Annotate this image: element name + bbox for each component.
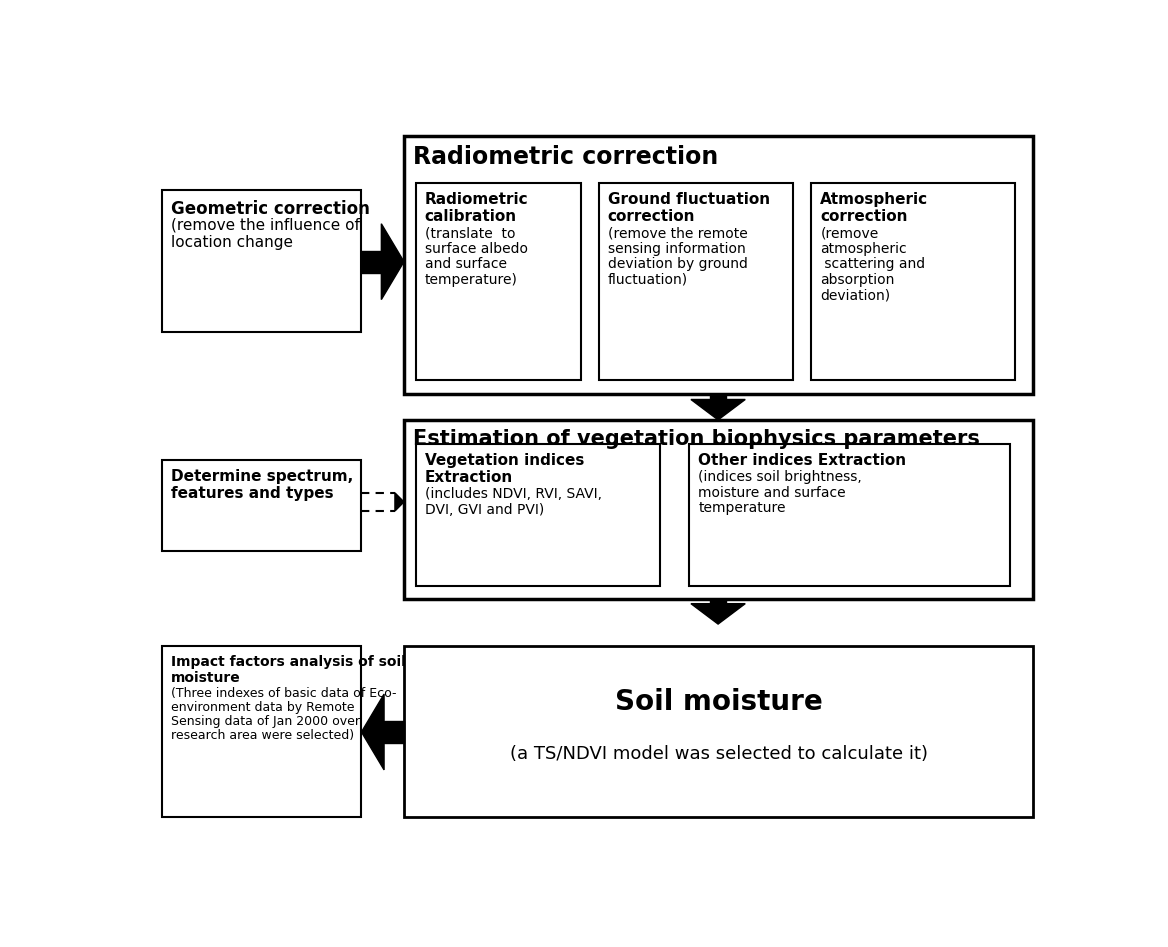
- Text: Estimation of vegetation biophysics parameters: Estimation of vegetation biophysics para…: [413, 429, 980, 450]
- Text: Radiometric correction: Radiometric correction: [413, 145, 718, 169]
- Polygon shape: [381, 223, 404, 299]
- FancyBboxPatch shape: [162, 190, 361, 332]
- Text: Radiometric: Radiometric: [425, 192, 528, 207]
- Text: features and types: features and types: [172, 487, 334, 501]
- Text: Geometric correction: Geometric correction: [172, 200, 370, 218]
- FancyBboxPatch shape: [162, 646, 361, 817]
- Text: environment data by Remote: environment data by Remote: [172, 701, 355, 714]
- Text: and surface: and surface: [425, 258, 507, 271]
- Text: Atmospheric: Atmospheric: [820, 192, 929, 207]
- Text: fluctuation): fluctuation): [607, 273, 688, 287]
- Text: Sensing data of Jan 2000 over: Sensing data of Jan 2000 over: [172, 715, 361, 728]
- Text: (a TS/NDVI model was selected to calculate it): (a TS/NDVI model was selected to calcula…: [509, 744, 927, 762]
- FancyBboxPatch shape: [404, 135, 1033, 394]
- FancyBboxPatch shape: [162, 460, 361, 551]
- Text: DVI, GVI and PVI): DVI, GVI and PVI): [425, 503, 544, 517]
- Text: absorption: absorption: [820, 273, 895, 287]
- Text: deviation): deviation): [820, 289, 890, 302]
- Polygon shape: [361, 694, 384, 770]
- Text: Determine spectrum,: Determine spectrum,: [172, 470, 354, 485]
- FancyBboxPatch shape: [416, 444, 660, 586]
- Text: research area were selected): research area were selected): [172, 729, 354, 742]
- FancyBboxPatch shape: [812, 183, 1015, 380]
- Text: deviation by ground: deviation by ground: [607, 258, 748, 271]
- Text: Ground fluctuation: Ground fluctuation: [607, 192, 770, 207]
- Text: atmospheric: atmospheric: [820, 241, 908, 256]
- Text: correction: correction: [607, 209, 695, 224]
- Text: Impact factors analysis of soil: Impact factors analysis of soil: [172, 655, 406, 670]
- Polygon shape: [691, 603, 745, 624]
- Text: Other indices Extraction: Other indices Extraction: [698, 454, 906, 469]
- Text: (remove the remote: (remove the remote: [607, 226, 748, 241]
- Bar: [710, 599, 726, 603]
- Bar: [361, 251, 381, 273]
- Text: (remove: (remove: [820, 226, 878, 241]
- Text: Soil moisture: Soil moisture: [614, 688, 822, 717]
- Text: moisture: moisture: [172, 671, 241, 685]
- Text: Vegetation indices: Vegetation indices: [425, 454, 584, 469]
- Text: temperature: temperature: [698, 502, 786, 515]
- FancyBboxPatch shape: [416, 183, 582, 380]
- Bar: [384, 721, 404, 743]
- FancyBboxPatch shape: [689, 444, 1010, 586]
- Polygon shape: [395, 492, 404, 511]
- Polygon shape: [691, 400, 745, 420]
- Text: (Three indexes of basic data of Eco-: (Three indexes of basic data of Eco-: [172, 687, 397, 700]
- Text: scattering and: scattering and: [820, 258, 925, 271]
- Text: (includes NDVI, RVI, SAVI,: (includes NDVI, RVI, SAVI,: [425, 487, 602, 501]
- Bar: [710, 394, 726, 400]
- Text: sensing information: sensing information: [607, 241, 745, 256]
- FancyBboxPatch shape: [404, 420, 1033, 599]
- Text: location change: location change: [172, 235, 293, 250]
- Text: Extraction: Extraction: [425, 471, 513, 485]
- Text: (translate  to: (translate to: [425, 226, 515, 241]
- Text: (remove the influence of: (remove the influence of: [172, 218, 360, 233]
- FancyBboxPatch shape: [598, 183, 793, 380]
- Text: (indices soil brightness,: (indices soil brightness,: [698, 471, 862, 484]
- Text: surface albedo: surface albedo: [425, 241, 528, 256]
- Text: temperature): temperature): [425, 273, 517, 287]
- Text: calibration: calibration: [425, 209, 517, 224]
- Text: moisture and surface: moisture and surface: [698, 486, 846, 500]
- Text: correction: correction: [820, 209, 908, 224]
- FancyBboxPatch shape: [404, 646, 1033, 817]
